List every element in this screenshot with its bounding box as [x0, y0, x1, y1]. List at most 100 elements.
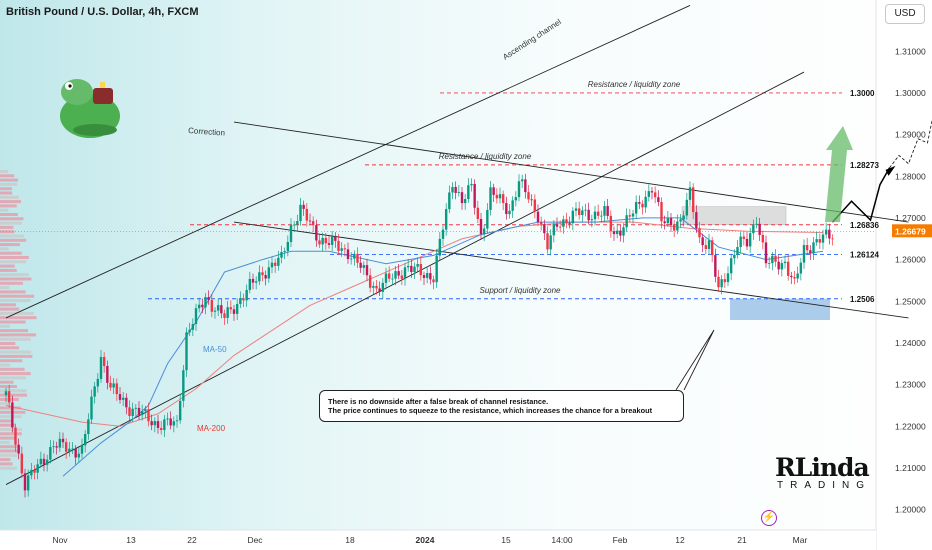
candle-body — [362, 265, 366, 268]
candle-body — [717, 276, 720, 288]
candle-body — [216, 305, 220, 311]
candle-body — [552, 224, 556, 236]
candle-body — [264, 275, 267, 279]
candle-body — [80, 445, 84, 454]
volume-profile-bar — [0, 294, 35, 298]
candle-body — [432, 279, 435, 283]
candle-body — [349, 258, 353, 260]
candle-body — [277, 257, 280, 266]
candle-body — [520, 179, 524, 182]
candle-body — [723, 279, 727, 283]
candle-body — [761, 234, 765, 243]
candle-body — [406, 265, 410, 268]
candle-body — [739, 236, 742, 248]
candle-body — [657, 197, 660, 203]
candle-body — [631, 213, 635, 217]
volume-profile-bar — [0, 346, 19, 350]
candle-body — [400, 275, 404, 279]
candle-body — [308, 220, 312, 222]
candle-body — [783, 261, 787, 264]
candle-body — [128, 407, 131, 416]
candle-body — [593, 211, 597, 220]
candle-body — [701, 237, 704, 246]
candle-body — [159, 427, 163, 431]
candle-body — [669, 218, 673, 226]
candle-body — [587, 209, 590, 221]
candle-body — [425, 273, 429, 278]
volume-profile-bar — [0, 406, 21, 410]
candle-body — [514, 197, 518, 201]
candle-body — [137, 407, 141, 416]
currency-button[interactable]: USD — [885, 4, 925, 24]
candle-body — [821, 234, 825, 243]
level-label-4: 1.2506 — [850, 295, 875, 304]
candle-body — [527, 192, 530, 200]
candle-body — [188, 329, 191, 333]
candle-body — [36, 464, 39, 473]
candle-body — [558, 226, 562, 228]
volume-profile-bar — [0, 213, 18, 216]
volume-profile-bar — [0, 466, 17, 470]
candle-body — [764, 242, 768, 264]
candle-body — [539, 222, 543, 225]
candle-body — [14, 427, 17, 445]
volume-profile-bar — [0, 174, 15, 178]
level-annotation-1: Resistance / liquidity zone — [439, 152, 532, 161]
candle-body — [242, 298, 245, 301]
candle-body — [748, 233, 752, 247]
candle-body — [340, 248, 343, 251]
candle-body — [410, 265, 413, 272]
candle-body — [172, 421, 176, 426]
candle-body — [460, 192, 464, 204]
volume-profile-bar — [0, 191, 13, 195]
y-tick-label-1: 1.30000 — [895, 88, 926, 98]
channel-line-correction_upper — [233, 121, 909, 223]
candle-body — [289, 224, 293, 242]
volume-profile-bar — [0, 462, 13, 466]
candle-body — [628, 215, 632, 217]
candle-body — [482, 228, 486, 235]
analysis-note-line1: There is no downside after a false break… — [328, 397, 549, 406]
candle-body — [292, 224, 296, 226]
volume-profile-bar — [0, 453, 18, 457]
candle-body — [102, 356, 106, 366]
candle-body — [612, 231, 616, 235]
candle-body — [451, 186, 454, 193]
chart-title: British Pound / U.S. Dollar, 4h, FXCM — [6, 6, 199, 18]
tea-cup — [93, 88, 113, 104]
volume-profile-bar — [0, 350, 32, 354]
volume-profile-bar — [0, 238, 27, 242]
candle-body — [533, 199, 537, 212]
forecast-path — [831, 167, 891, 223]
volume-profile-bar — [0, 337, 31, 341]
volume-profile-bar — [0, 286, 10, 290]
time-axis-panel — [0, 530, 876, 550]
candle-body — [182, 370, 185, 401]
volume-profile-bar — [0, 256, 29, 259]
y-tick-label-8: 1.23000 — [895, 380, 926, 390]
candle-body — [201, 304, 204, 308]
candle-body — [131, 408, 134, 416]
candle-body — [11, 402, 14, 428]
candle-body — [571, 210, 575, 224]
candle-body — [476, 207, 480, 219]
candle-body — [359, 262, 362, 268]
candle-body — [758, 223, 761, 235]
candle-body — [42, 458, 46, 465]
candle-body — [77, 453, 81, 458]
candle-body — [786, 261, 790, 276]
candle-body — [615, 230, 619, 235]
volume-profile-bar — [0, 225, 14, 229]
forecast-dashed-path — [889, 119, 932, 169]
candle-body — [286, 241, 290, 252]
candle-body — [93, 386, 96, 397]
lightning-icon[interactable]: ⚡ — [761, 510, 777, 526]
candle-body — [707, 240, 711, 249]
candle-body — [479, 218, 483, 235]
candle-body — [828, 229, 831, 239]
candle-body — [695, 212, 698, 229]
candle-body — [229, 307, 233, 310]
candle-body — [245, 289, 248, 301]
x-tick-label-6: 15 — [501, 535, 511, 545]
